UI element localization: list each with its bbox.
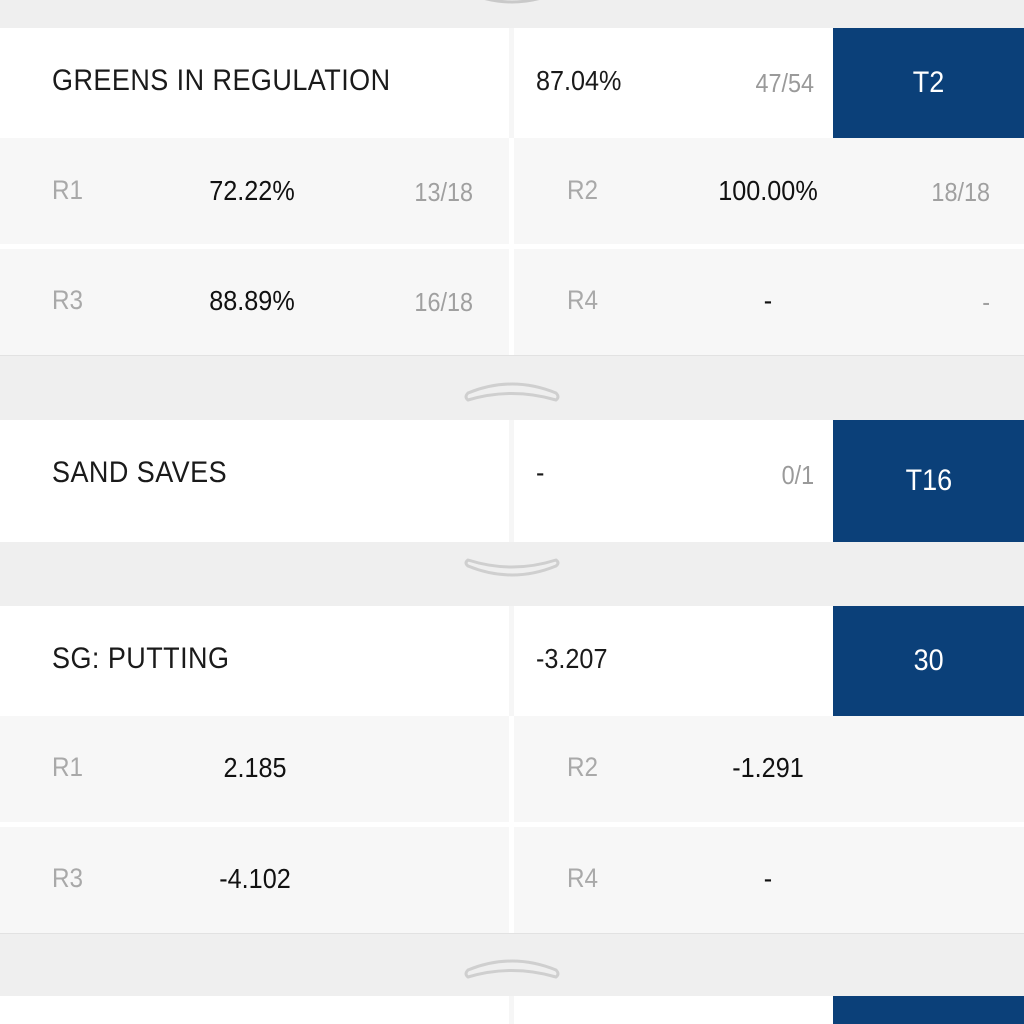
row-separator [0,822,1024,827]
round-value: - [763,285,773,316]
stat-title: GREENS IN REGULATION [52,64,391,97]
round-label: R2 [567,752,599,782]
round-row: R3 -4.102 R4 - [0,827,1024,933]
stat-title: SAND SAVES [52,456,228,489]
column-divider [509,249,514,355]
round-fraction: - [982,287,990,317]
rank-badge: 30 [833,606,1024,716]
rank-badge: T16 [833,420,1024,542]
stat-row-sg-putting[interactable]: SG: PUTTING -3.207 30 [0,606,1024,716]
stat-total: - [536,457,545,488]
round-fraction: 16/18 [414,287,473,317]
stat-total: -3.207 [536,643,608,674]
stat-row-greens-in-regulation[interactable]: GREENS IN REGULATION 87.04% 47/54 T2 [0,28,1024,138]
round-row: R1 2.185 R2 -1.291 [0,716,1024,822]
round-value: - [763,863,773,894]
column-divider [509,716,514,822]
round-fraction: 13/18 [414,177,473,207]
stat-fraction: 0/1 [781,460,814,490]
rank-badge [833,996,1024,1024]
stat-total: 87.04% [536,65,622,96]
round-label: R1 [52,175,84,205]
stat-row-next[interactable] [0,996,1024,1024]
chevron-up-icon[interactable] [462,373,562,403]
round-label: R3 [52,285,84,315]
round-row: R1 72.22% 13/18 R2 100.00% 18/18 [0,138,1024,244]
stat-row-sand-saves[interactable]: SAND SAVES - 0/1 T16 [0,420,1024,542]
round-label: R4 [567,863,599,893]
chevron-down-icon[interactable] [462,558,562,588]
column-divider [509,420,514,542]
round-value: 88.89% [209,285,295,316]
rank-badge: T2 [833,28,1024,138]
round-label: R2 [567,175,599,205]
column-divider [509,138,514,244]
chevron-up-icon[interactable] [462,950,562,980]
round-value: 100.00% [718,175,818,206]
round-label: R3 [52,863,84,893]
section-toggle-band [0,0,1024,28]
column-divider [509,827,514,933]
column-divider [509,996,514,1024]
round-row: R3 88.89% 16/18 R4 - - [0,249,1024,355]
section-toggle-band [0,933,1024,997]
round-label: R1 [52,752,84,782]
column-divider [509,28,514,138]
round-fraction: 18/18 [931,177,990,207]
round-value: -4.102 [219,863,291,894]
row-separator [0,244,1024,249]
stat-title: SG: PUTTING [52,642,230,675]
chevron-down-icon[interactable] [462,0,562,16]
stat-fraction: 47/54 [755,68,814,98]
section-toggle-band [0,355,1024,421]
round-value: -1.291 [732,752,804,783]
section-toggle-band [0,542,1024,606]
column-divider [509,606,514,716]
round-value: 72.22% [209,175,295,206]
round-label: R4 [567,285,599,315]
round-value: 2.185 [223,752,287,783]
